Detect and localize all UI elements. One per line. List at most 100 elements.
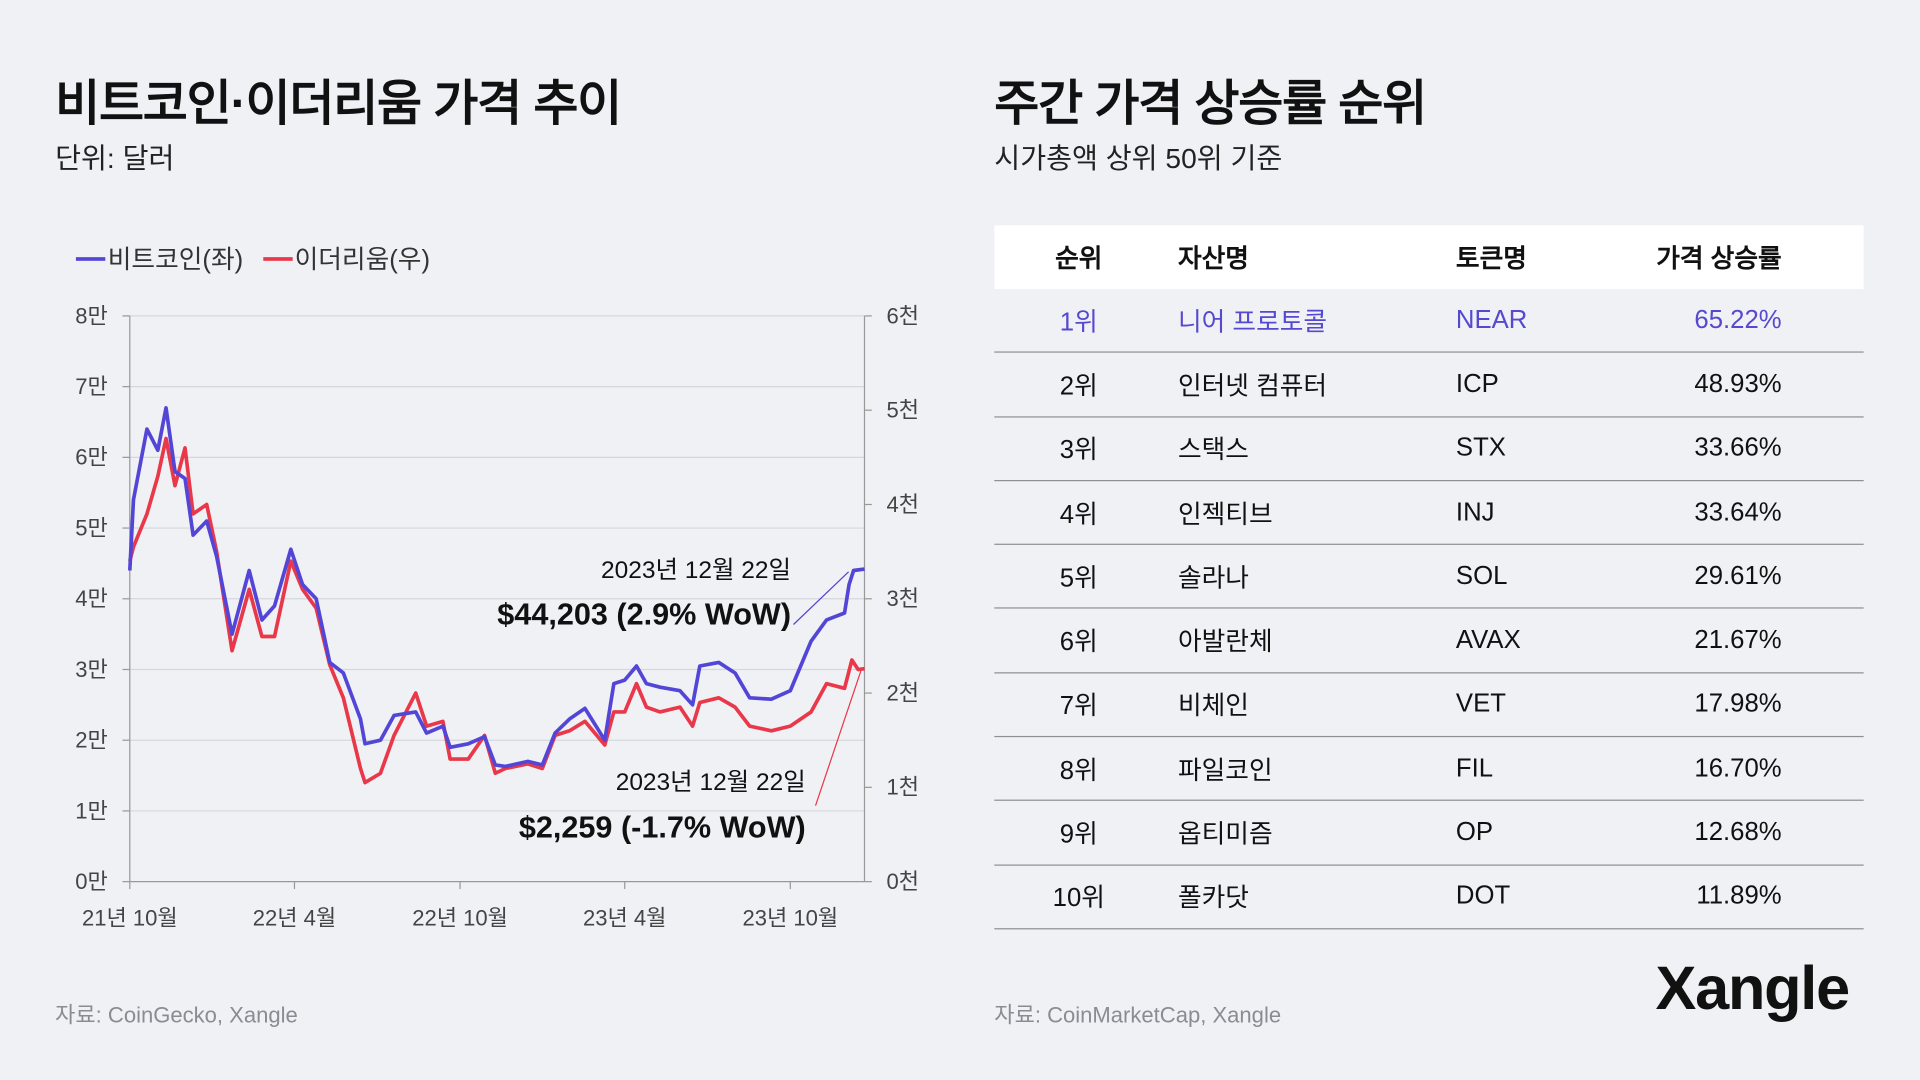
change-cell: 17.98%	[1694, 689, 1782, 719]
table-row: 8위 파일코인 FIL 16.70%	[994, 737, 1864, 802]
legend-swatch-btc	[75, 256, 106, 261]
asset-cell: 비체인	[1177, 692, 1249, 721]
table-row: 7위 비체인 VET 17.98%	[994, 673, 1864, 738]
x-tick-label: 21년 10월	[82, 906, 178, 931]
rank-cell: 3위	[1059, 436, 1098, 465]
token-cell: INJ	[1455, 497, 1495, 526]
token-cell: VET	[1455, 689, 1506, 719]
header-change: 가격 상승률	[1656, 244, 1782, 274]
asset-cell: 스택스	[1177, 436, 1249, 465]
btc-leader-line	[793, 571, 850, 625]
header-asset: 자산명	[1177, 244, 1249, 274]
table-title: 주간 가격 상승률 순위	[994, 77, 1427, 132]
change-cell: 65.22%	[1694, 305, 1782, 334]
change-cell: 48.93%	[1694, 369, 1782, 398]
legend-label-btc: 비트코인(좌)	[107, 246, 244, 275]
token-cell: AVAX	[1455, 625, 1521, 655]
table-row: 4위 인젝티브 INJ 33.64%	[994, 481, 1864, 546]
change-cell: 33.66%	[1694, 433, 1782, 462]
y-left-tick-label: 8만	[75, 303, 108, 328]
rank-cell: 5위	[1059, 564, 1098, 593]
asset-cell: 폴카닷	[1177, 884, 1249, 913]
token-cell: NEAR	[1455, 305, 1528, 334]
y-left-tick-label: 2만	[75, 728, 108, 753]
header-rank: 순위	[1055, 244, 1103, 274]
rank-cell: 9위	[1059, 820, 1098, 849]
table-row: 5위 솔라나 SOL 29.61%	[994, 545, 1864, 610]
change-cell: 29.61%	[1694, 561, 1782, 590]
token-cell: SOL	[1455, 561, 1508, 590]
token-cell: STX	[1455, 433, 1506, 462]
table-row: 6위 아발란체 AVAX 21.67%	[994, 609, 1864, 674]
change-cell: 16.70%	[1694, 753, 1782, 783]
asset-cell: 인젝티브	[1177, 500, 1273, 529]
y-left-tick-label: 5만	[75, 515, 108, 540]
y-right-tick-label: 4천	[887, 492, 920, 517]
price-chart: 0만 1만 2만 3만 4만 5만 6만 7만 8만 0천 1천 2천 3천 4천 5천 6천 21년 10월 2…	[75, 303, 920, 931]
y-left-tick-label: 6만	[75, 445, 108, 470]
y-right-tick-label: 5천	[887, 398, 920, 423]
rank-cell: 2위	[1059, 372, 1098, 401]
chart-legend: 비트코인(좌) 이더리움(우)	[75, 240, 431, 277]
rank-cell: 8위	[1059, 756, 1098, 785]
y-left-tick-label: 7만	[75, 374, 108, 399]
table-header: 순위 자산명 토큰명 가격 상승률	[994, 225, 1864, 289]
asset-cell: 옵티미즘	[1177, 820, 1273, 849]
table-row: 1위 니어 프로토콜 NEAR 65.22%	[994, 289, 1864, 354]
eth-leader-line	[814, 670, 862, 806]
rank-cell: 10위	[1052, 884, 1105, 913]
y-left-tick-label: 3만	[75, 657, 108, 682]
btc-annotation-date: 2023년 12월 22일	[601, 556, 791, 584]
header-token: 토큰명	[1455, 244, 1527, 274]
asset-cell: 파일코인	[1177, 756, 1273, 785]
change-cell: 21.67%	[1694, 625, 1782, 655]
eth-annotation-date: 2023년 12월 22일	[616, 768, 806, 796]
asset-cell: 솔라나	[1177, 564, 1249, 593]
y-left-tick-label: 4만	[75, 586, 108, 611]
y-right-tick-label: 2천	[887, 680, 920, 705]
rank-cell: 4위	[1059, 500, 1098, 529]
x-tick-label: 23년 10월	[742, 906, 838, 931]
xangle-logo: Xangle	[1655, 953, 1851, 1023]
chart-subtitle: 단위: 달러	[55, 142, 175, 174]
change-cell: 33.64%	[1694, 497, 1782, 526]
y-right-tick-label: 0천	[887, 869, 920, 894]
asset-cell: 니어 프로토콜	[1177, 308, 1328, 337]
change-cell: 12.68%	[1694, 817, 1782, 847]
rank-cell: 6위	[1059, 628, 1098, 657]
btc-annotation-value: $44,203 (2.9% WoW)	[497, 597, 791, 631]
token-cell: DOT	[1455, 882, 1511, 911]
y-right-tick-label: 3천	[887, 586, 920, 611]
asset-cell: 인터넷 컴퓨터	[1177, 372, 1328, 401]
y-right-tick-label: 6천	[887, 303, 920, 328]
eth-annotation-value: $2,259 (-1.7% WoW)	[519, 811, 806, 845]
y-left-tick-label: 0만	[75, 869, 108, 894]
token-cell: ICP	[1455, 369, 1499, 398]
table-row: 3위 스택스 STX 33.66%	[994, 417, 1864, 482]
y-left-tick-label: 1만	[75, 798, 108, 823]
btc-line	[127, 406, 865, 769]
ranking-table: 순위 자산명 토큰명 가격 상승률 1위 니어 프로토콜 NEAR 65.22% 2위 인…	[994, 225, 1864, 930]
x-tick-label: 23년 4월	[583, 906, 666, 931]
table-row: 10위 폴카닷 DOT 11.89%	[994, 865, 1864, 930]
token-cell: OP	[1455, 817, 1494, 847]
change-cell: 11.89%	[1696, 882, 1782, 911]
y-right-tick-label: 1천	[887, 775, 920, 800]
legend-item-btc: 비트코인(좌)	[75, 240, 244, 277]
table-row: 2위 인터넷 컴퓨터 ICP 48.93%	[994, 353, 1864, 418]
legend-item-eth: 이더리움(우)	[262, 240, 431, 277]
legend-label-eth: 이더리움(우)	[294, 246, 431, 275]
rank-cell: 7위	[1059, 692, 1098, 721]
chart-title: 비트코인·이더리움 가격 추이	[55, 77, 622, 132]
table-source: 자료: CoinMarketCap, Xangle	[994, 1002, 1282, 1028]
asset-cell: 아발란체	[1177, 628, 1273, 657]
table-row: 9위 옵티미즘 OP 12.68%	[994, 801, 1864, 866]
rank-cell: 1위	[1059, 308, 1098, 337]
x-tick-label: 22년 10월	[412, 906, 508, 931]
x-tick-label: 22년 4월	[253, 906, 336, 931]
legend-swatch-eth	[262, 256, 293, 261]
token-cell: FIL	[1455, 753, 1494, 783]
chart-source: 자료: CoinGecko, Xangle	[55, 1002, 298, 1028]
table-subtitle: 시가총액 상위 50위 기준	[994, 142, 1283, 174]
